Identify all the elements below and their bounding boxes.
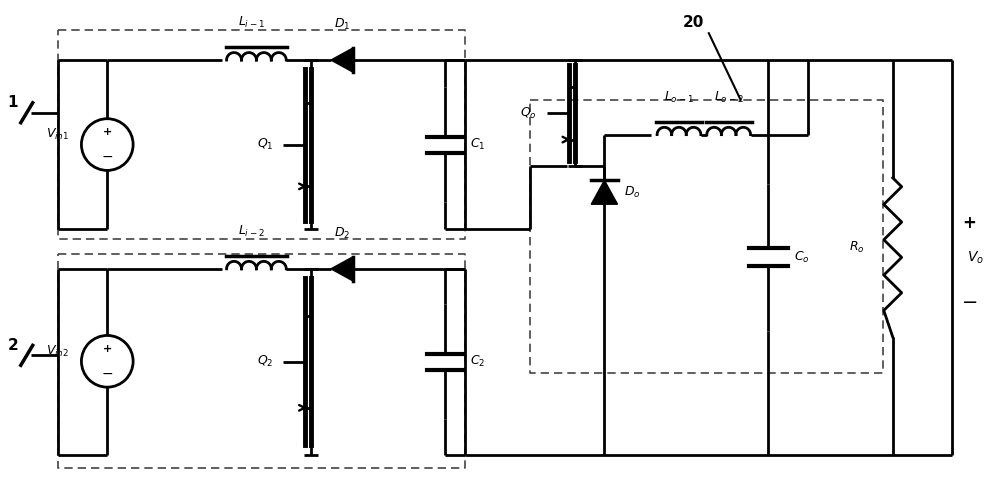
Text: $C_o$: $C_o$ [794, 250, 810, 265]
Text: $Q_1$: $Q_1$ [257, 137, 273, 152]
Text: $V_{in2}$: $V_{in2}$ [46, 344, 69, 359]
Text: −: − [962, 293, 979, 312]
Text: $L_{o-2}$: $L_{o-2}$ [714, 90, 744, 105]
Polygon shape [331, 257, 353, 281]
Text: +: + [103, 344, 112, 354]
Text: $D_2$: $D_2$ [334, 226, 350, 241]
Text: 2: 2 [7, 338, 18, 353]
Text: 20: 20 [683, 15, 705, 30]
Text: $R_o$: $R_o$ [849, 240, 865, 255]
Text: $V_{in1}$: $V_{in1}$ [46, 127, 69, 142]
Text: −: − [101, 367, 113, 381]
Text: $L_{i-2}$: $L_{i-2}$ [238, 224, 265, 239]
Text: $D_1$: $D_1$ [334, 17, 350, 32]
Text: $L_{i-1}$: $L_{i-1}$ [238, 15, 265, 30]
Text: $Q_o$: $Q_o$ [520, 106, 537, 121]
Text: $C_1$: $C_1$ [470, 137, 486, 152]
Polygon shape [331, 48, 353, 72]
Text: −: − [101, 150, 113, 164]
Text: $Q_2$: $Q_2$ [257, 354, 273, 369]
Text: $V_o$: $V_o$ [967, 249, 984, 266]
Text: $L_{o-1}$: $L_{o-1}$ [664, 90, 694, 105]
Text: $C_2$: $C_2$ [470, 354, 486, 369]
Text: 1: 1 [8, 95, 18, 110]
Text: +: + [962, 213, 976, 232]
Text: +: + [103, 127, 112, 137]
Polygon shape [591, 181, 618, 204]
Text: $D_o$: $D_o$ [624, 185, 641, 200]
